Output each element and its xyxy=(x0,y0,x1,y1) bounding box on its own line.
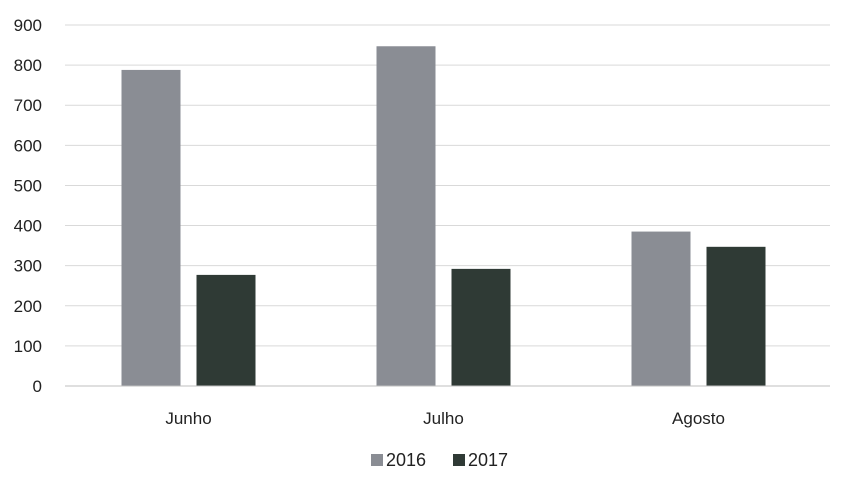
legend: 2016 2017 xyxy=(371,450,508,470)
y-tick-label: 100 xyxy=(14,337,42,356)
bars xyxy=(121,46,766,387)
bar-2017-Julho xyxy=(451,268,511,386)
legend-swatch-2017 xyxy=(453,454,465,466)
x-tick-label: Julho xyxy=(423,409,464,428)
bar-2017-Agosto xyxy=(706,246,766,386)
y-tick-label: 900 xyxy=(14,16,42,35)
y-tick-label: 500 xyxy=(14,176,42,195)
bar-2017-Junho xyxy=(196,274,256,386)
legend-label: 2016 xyxy=(386,450,426,470)
y-tick-label: 400 xyxy=(14,217,42,236)
gridlines xyxy=(65,24,830,347)
bar-2016-Junho xyxy=(121,69,181,387)
y-tick-label: 600 xyxy=(14,136,42,155)
y-tick-label: 800 xyxy=(14,56,42,75)
legend-label: 2017 xyxy=(468,450,508,470)
y-tick-label: 0 xyxy=(33,377,42,396)
y-tick-label: 200 xyxy=(14,297,42,316)
y-tick-label: 700 xyxy=(14,96,42,115)
x-tick-label: Agosto xyxy=(672,409,725,428)
y-tick-label: 300 xyxy=(14,257,42,276)
x-tick-label: Junho xyxy=(165,409,211,428)
bar-2016-Agosto xyxy=(631,231,691,386)
x-axis-tick-labels: Junho Julho Agosto xyxy=(165,409,725,428)
legend-swatch-2016 xyxy=(371,454,383,466)
y-axis-tick-labels: 0 100 200 300 400 500 600 700 800 900 xyxy=(14,16,42,396)
bar-2016-Julho xyxy=(376,46,436,387)
